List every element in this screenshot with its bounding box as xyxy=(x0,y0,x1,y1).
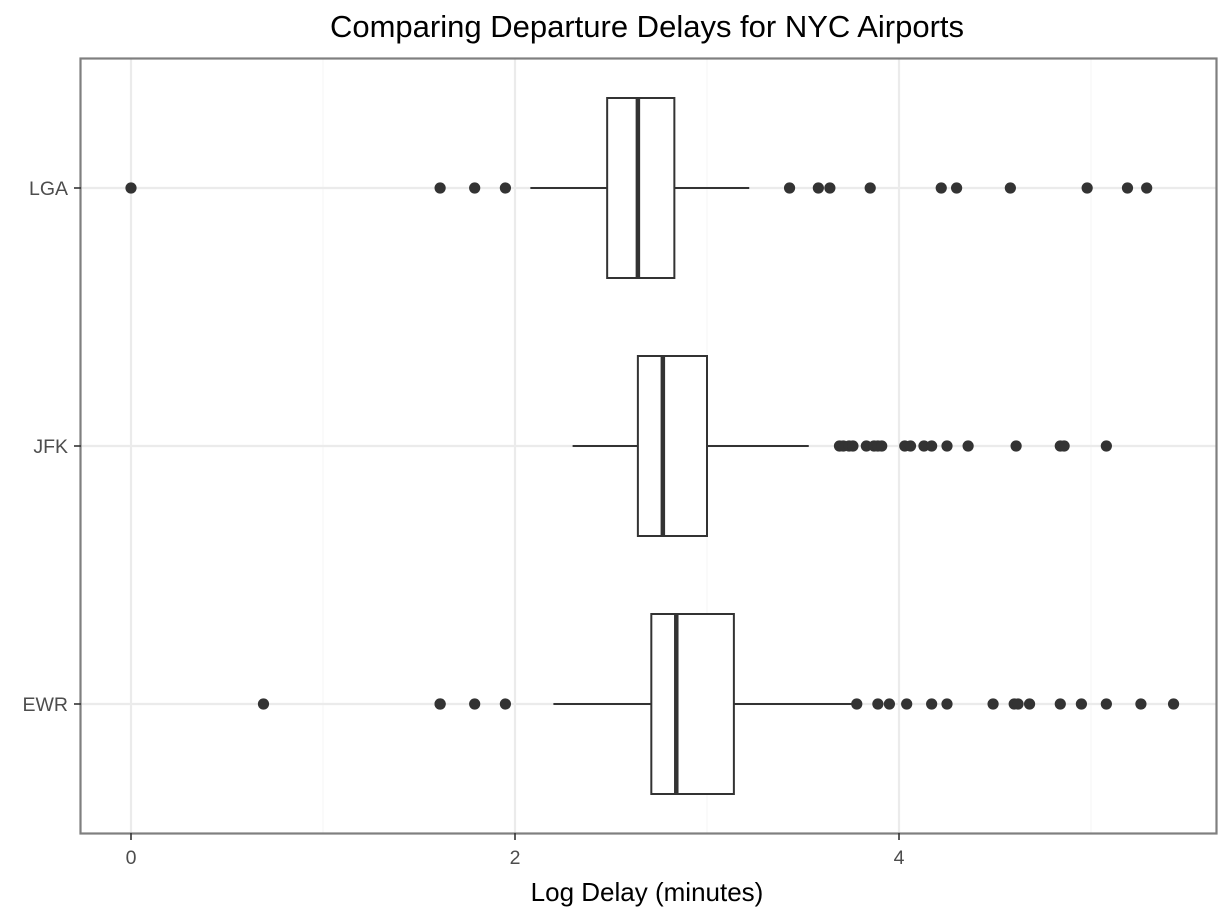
outlier-point xyxy=(499,698,511,710)
box-group xyxy=(125,97,1180,795)
outlier-point xyxy=(951,182,963,194)
outlier-point xyxy=(904,440,917,452)
outlier-point xyxy=(941,698,953,710)
outlier-point xyxy=(1075,698,1087,710)
outlier-point xyxy=(1054,698,1066,710)
outlier-point xyxy=(926,440,938,452)
outlier-point xyxy=(847,440,859,452)
outlier-point xyxy=(1100,440,1112,452)
outlier-point xyxy=(1058,440,1070,452)
outlier-point xyxy=(469,182,481,194)
outlier-point xyxy=(1141,182,1153,194)
outlier-point xyxy=(941,440,953,452)
outlier-point xyxy=(962,440,974,452)
x-tick-label: 4 xyxy=(894,847,905,869)
outlier-point xyxy=(851,698,863,710)
outlier-point xyxy=(783,182,796,194)
y-tick-label: EWR xyxy=(23,694,69,716)
outlier-point xyxy=(883,698,896,710)
chart-title: Comparing Departure Delays for NYC Airpo… xyxy=(330,9,964,44)
x-axis-title: Log Delay (minutes) xyxy=(531,877,764,907)
outlier-point xyxy=(499,182,511,194)
outlier-point xyxy=(1010,440,1022,452)
outlier-point xyxy=(1121,182,1134,194)
box-iqr xyxy=(606,97,676,279)
box-lga xyxy=(125,97,1153,279)
x-axis: 0 2 4 xyxy=(126,833,905,869)
box-ewr xyxy=(257,613,1180,795)
outlier-point xyxy=(1167,698,1180,710)
outlier-point xyxy=(257,698,270,710)
outlier-point xyxy=(987,698,999,710)
outlier-point xyxy=(1023,698,1036,710)
box-iqr xyxy=(636,355,709,537)
outlier-point xyxy=(926,698,938,710)
outlier-point xyxy=(918,440,930,452)
outlier-point xyxy=(1012,698,1024,710)
outlier-point xyxy=(1004,182,1016,194)
y-axis: LGA JFK EWR xyxy=(23,178,81,716)
outlier-point xyxy=(860,440,872,452)
outlier-point xyxy=(434,698,446,710)
outlier-point xyxy=(1135,698,1147,710)
y-tick-label: LGA xyxy=(29,178,68,200)
outlier-point xyxy=(1081,182,1093,194)
x-tick-label: 0 xyxy=(126,847,137,869)
outlier-point xyxy=(125,182,137,194)
box-iqr xyxy=(650,613,735,795)
y-tick-label: JFK xyxy=(33,436,68,458)
x-tick-label: 2 xyxy=(510,847,521,869)
outlier-point xyxy=(812,182,824,194)
outlier-point xyxy=(434,182,446,194)
outlier-point xyxy=(1100,698,1112,710)
outlier-point xyxy=(824,182,836,194)
box-jfk xyxy=(572,355,1112,537)
outlier-point xyxy=(876,440,888,452)
outlier-point xyxy=(872,698,884,710)
outlier-point xyxy=(935,182,947,194)
outlier-point xyxy=(901,698,913,710)
outlier-point xyxy=(469,698,481,710)
outlier-point xyxy=(864,182,876,194)
